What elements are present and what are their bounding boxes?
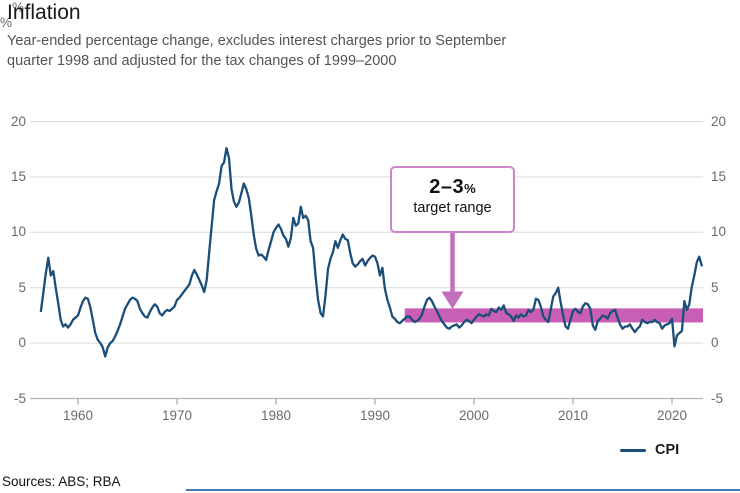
tick-label: 0 xyxy=(711,335,719,351)
tick-label: 5 xyxy=(18,279,26,295)
tick-label: 20 xyxy=(10,113,26,129)
tick-label: 1960 xyxy=(62,408,94,423)
y-axis-unit-right: % xyxy=(0,15,13,30)
tick-label: 2020 xyxy=(656,408,688,423)
sources-note: Sources: ABS; RBA xyxy=(2,474,121,489)
target-range-value: 2–3 xyxy=(429,176,465,198)
tick-label: 5 xyxy=(711,279,719,295)
chart-subtitle-line1: Year-ended percentage change, excludes i… xyxy=(7,33,507,49)
tick-label: 1980 xyxy=(260,408,292,423)
tick-label: 2000 xyxy=(458,408,490,423)
page-title: Inflation xyxy=(7,1,81,24)
y-axis-unit-left: % xyxy=(11,0,24,15)
tick-label: 15 xyxy=(10,168,26,184)
tick-label: 10 xyxy=(711,224,727,240)
tick-label: 20 xyxy=(711,113,727,129)
tick-label: 10 xyxy=(10,224,26,240)
tick-label: 0 xyxy=(18,335,26,351)
tick-label: 15 xyxy=(711,168,727,184)
chart-subtitle-line2: quarter 1998 and adjusted for the tax ch… xyxy=(7,53,397,69)
cpi-legend-label: CPI xyxy=(655,442,680,458)
target-range-band xyxy=(404,308,703,323)
tick-label: -5 xyxy=(711,390,724,406)
chart-legend: CPI xyxy=(620,441,679,459)
annotation-arrow-head xyxy=(441,291,464,309)
target-range-annotation-box: 2–3% target range xyxy=(390,166,515,233)
cpi-line xyxy=(39,146,703,358)
bottom-divider-rule xyxy=(186,489,740,491)
target-range-caption: target range xyxy=(413,200,492,216)
tick-label: 1990 xyxy=(359,408,391,423)
tick-label: 1970 xyxy=(161,408,193,423)
tick-label: 2010 xyxy=(557,408,589,423)
target-range-percent-sign: % xyxy=(464,181,476,196)
cpi-legend-swatch xyxy=(620,448,646,452)
tick-label: -5 xyxy=(13,390,26,406)
